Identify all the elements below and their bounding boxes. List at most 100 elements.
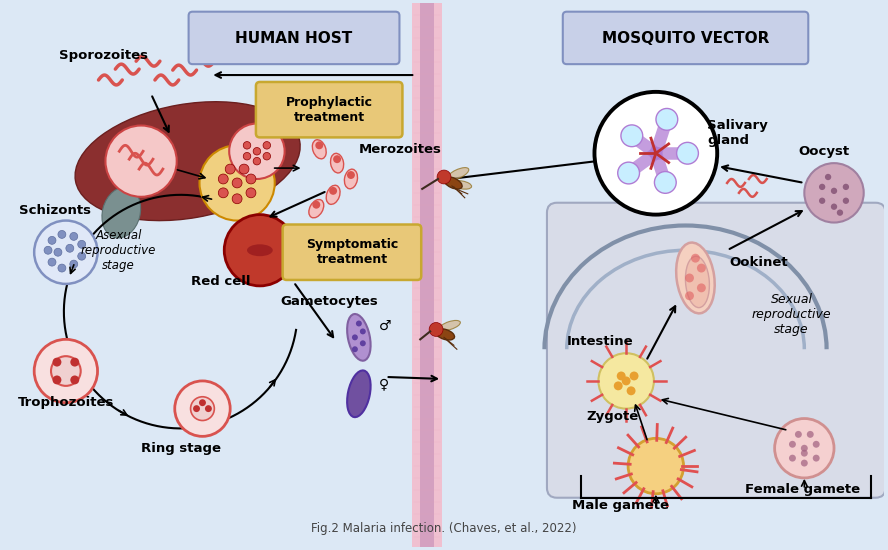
Circle shape bbox=[58, 264, 66, 272]
Ellipse shape bbox=[347, 314, 370, 361]
Text: Intestine: Intestine bbox=[567, 335, 633, 348]
Text: Female gamete: Female gamete bbox=[745, 483, 860, 496]
Circle shape bbox=[656, 108, 678, 130]
Ellipse shape bbox=[440, 321, 460, 331]
Circle shape bbox=[630, 371, 638, 381]
Circle shape bbox=[246, 174, 256, 184]
Circle shape bbox=[801, 460, 808, 466]
Circle shape bbox=[58, 230, 66, 238]
Text: Ookinet: Ookinet bbox=[729, 256, 788, 268]
Circle shape bbox=[831, 204, 837, 210]
Circle shape bbox=[263, 152, 271, 160]
Circle shape bbox=[218, 174, 228, 184]
Text: Sexual
reproductive
stage: Sexual reproductive stage bbox=[751, 293, 831, 336]
Circle shape bbox=[356, 321, 361, 327]
Bar bbox=[420, 3, 434, 547]
Text: Gametocytes: Gametocytes bbox=[281, 295, 378, 308]
Circle shape bbox=[774, 419, 834, 478]
Text: Fig.2 Malaria infection. (Chaves, et al., 2022): Fig.2 Malaria infection. (Chaves, et al.… bbox=[312, 522, 576, 535]
Circle shape bbox=[819, 197, 825, 204]
Circle shape bbox=[685, 273, 694, 282]
Circle shape bbox=[628, 438, 684, 494]
Circle shape bbox=[333, 155, 341, 163]
Ellipse shape bbox=[447, 168, 469, 180]
FancyBboxPatch shape bbox=[256, 82, 402, 138]
Text: Merozoites: Merozoites bbox=[359, 143, 441, 156]
Circle shape bbox=[48, 236, 56, 244]
Text: Schizonts: Schizonts bbox=[20, 204, 91, 217]
Circle shape bbox=[352, 346, 358, 352]
Circle shape bbox=[621, 125, 643, 147]
Circle shape bbox=[34, 221, 98, 284]
Circle shape bbox=[70, 260, 78, 268]
FancyBboxPatch shape bbox=[188, 12, 400, 64]
Text: Asexual
reproductive
stage: Asexual reproductive stage bbox=[81, 229, 156, 272]
Text: Sporozoites: Sporozoites bbox=[59, 49, 148, 62]
Circle shape bbox=[34, 339, 98, 403]
Circle shape bbox=[825, 174, 831, 180]
Text: Trophozoites: Trophozoites bbox=[19, 396, 115, 409]
Circle shape bbox=[329, 187, 337, 195]
Circle shape bbox=[789, 441, 796, 448]
Circle shape bbox=[70, 376, 79, 384]
Circle shape bbox=[360, 340, 366, 346]
Ellipse shape bbox=[444, 177, 462, 189]
Circle shape bbox=[199, 399, 206, 406]
Circle shape bbox=[205, 405, 212, 412]
FancyBboxPatch shape bbox=[563, 12, 808, 64]
Circle shape bbox=[795, 431, 802, 438]
Circle shape bbox=[51, 356, 81, 386]
Text: Ring stage: Ring stage bbox=[140, 442, 221, 455]
Ellipse shape bbox=[326, 185, 340, 205]
Circle shape bbox=[229, 124, 285, 179]
Ellipse shape bbox=[313, 140, 326, 159]
Circle shape bbox=[52, 358, 61, 366]
Circle shape bbox=[836, 210, 843, 216]
Circle shape bbox=[70, 358, 79, 366]
Text: Symptomatic
treatment: Symptomatic treatment bbox=[305, 238, 398, 266]
Ellipse shape bbox=[686, 256, 710, 307]
Ellipse shape bbox=[330, 153, 344, 173]
Circle shape bbox=[243, 141, 250, 149]
Text: MOSQUITO VECTOR: MOSQUITO VECTOR bbox=[602, 31, 769, 46]
Circle shape bbox=[622, 376, 630, 386]
Text: Prophylactic
treatment: Prophylactic treatment bbox=[286, 96, 373, 124]
Circle shape bbox=[360, 328, 366, 334]
Ellipse shape bbox=[75, 102, 300, 221]
Ellipse shape bbox=[309, 200, 324, 218]
Circle shape bbox=[352, 334, 358, 340]
Ellipse shape bbox=[102, 188, 140, 238]
Ellipse shape bbox=[345, 169, 358, 189]
Circle shape bbox=[617, 371, 626, 381]
Circle shape bbox=[106, 125, 177, 197]
Circle shape bbox=[193, 405, 200, 412]
Circle shape bbox=[831, 188, 837, 194]
Circle shape bbox=[48, 258, 56, 266]
Circle shape bbox=[429, 322, 443, 337]
Text: Oocyst: Oocyst bbox=[798, 145, 850, 158]
Circle shape bbox=[232, 194, 242, 204]
FancyBboxPatch shape bbox=[547, 203, 885, 498]
Circle shape bbox=[347, 171, 355, 179]
Circle shape bbox=[263, 141, 271, 149]
Text: Male gamete: Male gamete bbox=[572, 499, 669, 512]
FancyBboxPatch shape bbox=[282, 224, 421, 280]
Ellipse shape bbox=[247, 244, 273, 256]
Circle shape bbox=[253, 147, 261, 155]
Circle shape bbox=[225, 214, 296, 286]
Circle shape bbox=[437, 170, 451, 184]
Circle shape bbox=[654, 172, 676, 193]
Circle shape bbox=[813, 455, 820, 461]
Circle shape bbox=[677, 142, 698, 164]
Ellipse shape bbox=[452, 180, 472, 189]
Circle shape bbox=[801, 445, 808, 452]
Text: Zygote: Zygote bbox=[586, 410, 638, 423]
Circle shape bbox=[594, 92, 718, 214]
Circle shape bbox=[200, 145, 274, 221]
Circle shape bbox=[78, 252, 85, 260]
Text: HUMAN HOST: HUMAN HOST bbox=[235, 31, 353, 46]
Circle shape bbox=[44, 246, 52, 254]
Circle shape bbox=[618, 162, 639, 184]
Circle shape bbox=[232, 178, 242, 188]
Circle shape bbox=[614, 381, 622, 390]
